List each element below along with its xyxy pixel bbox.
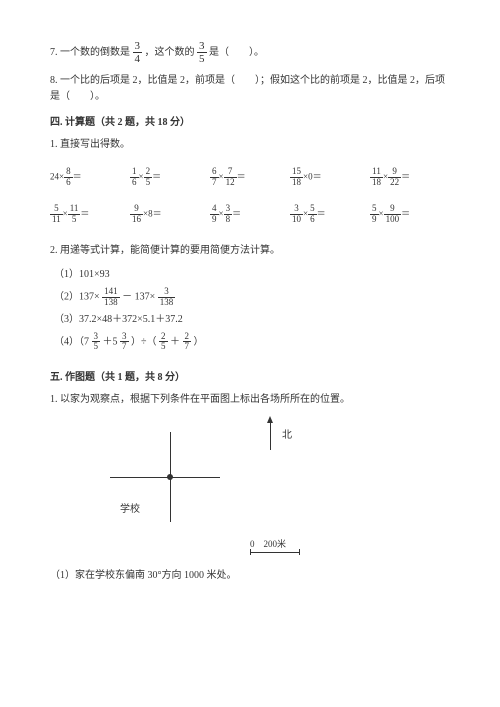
- fraction: 25: [144, 167, 153, 188]
- question-5-1-1: （1）家在学校东偏南 30°方向 1000 米处。: [50, 568, 450, 584]
- question-4-2: 2. 用递等式计算，能简便计算的要用简便方法计算。: [50, 243, 450, 259]
- north-label: 北: [282, 428, 292, 444]
- fraction: 712: [224, 167, 237, 188]
- fraction: 3138: [158, 287, 176, 308]
- sub-d: （4）（7 35 ＋5 37 ）÷（ 25 ＋ 27 ）: [54, 332, 450, 353]
- calc-item: 310×56＝: [290, 204, 370, 225]
- fraction: 38: [224, 204, 233, 225]
- sub-c: （3）37.2×48＋372×5.1＋37.2: [54, 312, 450, 328]
- fraction: 3 5: [197, 40, 207, 65]
- calc-item: 24×86＝: [50, 167, 130, 188]
- fraction: 310: [290, 204, 303, 225]
- fraction: 16: [130, 167, 139, 188]
- calc-item: 916×8＝: [130, 204, 210, 225]
- diagram: 北 学校 0 200米: [100, 422, 360, 562]
- fraction: 56: [308, 204, 317, 225]
- fraction: 25: [159, 332, 168, 353]
- north-arrow-icon: [270, 422, 271, 450]
- sub-b: （2）137× 141138 － 137× 3138: [54, 287, 450, 308]
- scale-bar-icon: [250, 552, 300, 553]
- calc-item: 1118×922＝: [370, 167, 450, 188]
- fraction: 37: [120, 332, 129, 353]
- q7-suffix: 是（ ）。: [209, 47, 264, 58]
- fraction: 141138: [102, 287, 120, 308]
- calc-item: 49×38＝: [210, 204, 290, 225]
- fraction: 3 4: [133, 40, 143, 65]
- calc-grid: 24×86＝16×25＝67×712＝1518×0＝1118×922＝ 511×1…: [50, 167, 450, 225]
- fraction: 86: [64, 167, 73, 188]
- fraction: 1118: [370, 167, 383, 188]
- q7-mid: ，这个数的: [145, 47, 195, 58]
- scale-label: 0 200米: [250, 537, 286, 551]
- calc-item: 67×712＝: [210, 167, 290, 188]
- fraction: 922: [388, 167, 401, 188]
- fraction: 27: [183, 332, 192, 353]
- question-7: 7. 一个数的倒数是 3 4 ，这个数的 3 5 是（ ）。: [50, 40, 450, 65]
- origin-dot-icon: [167, 474, 173, 480]
- fraction: 35: [92, 332, 101, 353]
- fraction: 916: [130, 204, 143, 225]
- question-4-1: 1. 直接写出得数。: [50, 137, 450, 153]
- fraction: 59: [370, 204, 379, 225]
- sub-a: （1）101×93: [54, 267, 450, 283]
- calc-item: 16×25＝: [130, 167, 210, 188]
- calc-item: 1518×0＝: [290, 167, 370, 188]
- q7-prefix: 7. 一个数的倒数是: [50, 47, 130, 58]
- horizontal-axis: [110, 477, 220, 478]
- fraction: 1518: [290, 167, 303, 188]
- fraction: 67: [210, 167, 219, 188]
- fraction: 9100: [384, 204, 402, 225]
- school-label: 学校: [120, 502, 140, 518]
- question-8: 8. 一个比的后项是 2，比值是 2，前项是（ ）；假如这个比的前项是 2，比值…: [50, 73, 450, 105]
- section-5-title: 五. 作图题（共 1 题，共 8 分）: [50, 370, 450, 386]
- fraction: 511: [50, 204, 63, 225]
- fraction: 49: [210, 204, 219, 225]
- fraction: 115: [68, 204, 81, 225]
- calc-item: 511×115＝: [50, 204, 130, 225]
- question-5-1: 1. 以家为观察点，根据下列条件在平面图上标出各场所所在的位置。: [50, 392, 450, 408]
- section-4-title: 四. 计算题（共 2 题，共 18 分）: [50, 115, 450, 131]
- sub-list: （1）101×93 （2）137× 141138 － 137× 3138 （3）…: [54, 267, 450, 353]
- calc-item: 59×9100＝: [370, 204, 450, 225]
